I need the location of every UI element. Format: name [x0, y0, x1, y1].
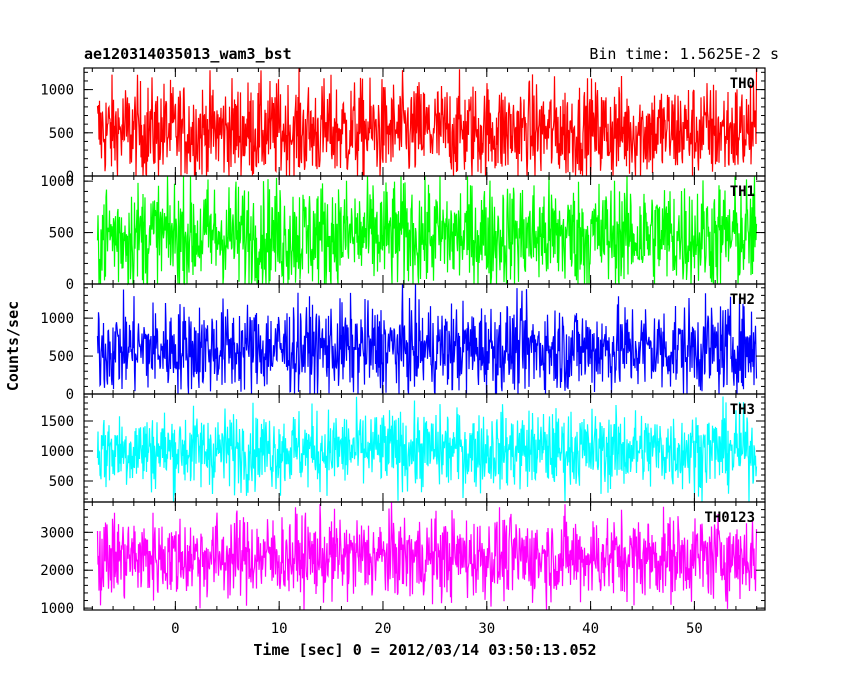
- y-tick-label: 2000: [40, 563, 74, 579]
- x-tick-label: 20: [375, 621, 392, 637]
- y-tick-label: 0: [66, 387, 74, 403]
- y-tick-label: 500: [49, 349, 74, 365]
- y-tick-label: 1000: [40, 174, 74, 190]
- x-tick-label: 0: [171, 621, 179, 637]
- series-line-th0: [96, 67, 758, 177]
- y-tick-label: 1000: [40, 444, 74, 460]
- channel-label-th0: TH0: [730, 76, 755, 92]
- y-tick-label: 0: [66, 277, 74, 293]
- y-tick-label: 0: [66, 169, 74, 185]
- series-line-th3: [96, 396, 758, 503]
- series-line-th2: [96, 283, 758, 395]
- y-tick-label: 500: [49, 226, 74, 242]
- x-axis-label: Time [sec] 0 = 2012/03/14 03:50:13.052: [253, 641, 596, 659]
- x-tick-label: 50: [686, 621, 703, 637]
- channel-label-th1: TH1: [730, 184, 755, 200]
- x-tick-label: 30: [478, 621, 495, 637]
- bin-time-label: Bin time: 1.5625E-2 s: [589, 45, 779, 63]
- x-tick-label: 40: [582, 621, 599, 637]
- series-line-th0123: [96, 501, 758, 611]
- channel-label-th2: TH2: [730, 292, 755, 308]
- channel-label-th3: TH3: [730, 402, 755, 418]
- y-tick-label: 1000: [40, 311, 74, 327]
- y-tick-label: 500: [49, 126, 74, 142]
- y-tick-label: 1000: [40, 601, 74, 617]
- y-tick-label: 1000: [40, 83, 74, 99]
- x-tick-label: 10: [271, 621, 288, 637]
- chart-title: ae120314035013_wam3_bst: [84, 45, 292, 63]
- y-tick-label: 500: [49, 474, 74, 490]
- y-tick-label: 1500: [40, 414, 74, 430]
- y-axis-label: Counts/sec: [4, 301, 22, 391]
- channel-label-th0123: TH0123: [704, 510, 755, 526]
- y-tick-label: 3000: [40, 525, 74, 541]
- series-line-th1: [96, 175, 758, 286]
